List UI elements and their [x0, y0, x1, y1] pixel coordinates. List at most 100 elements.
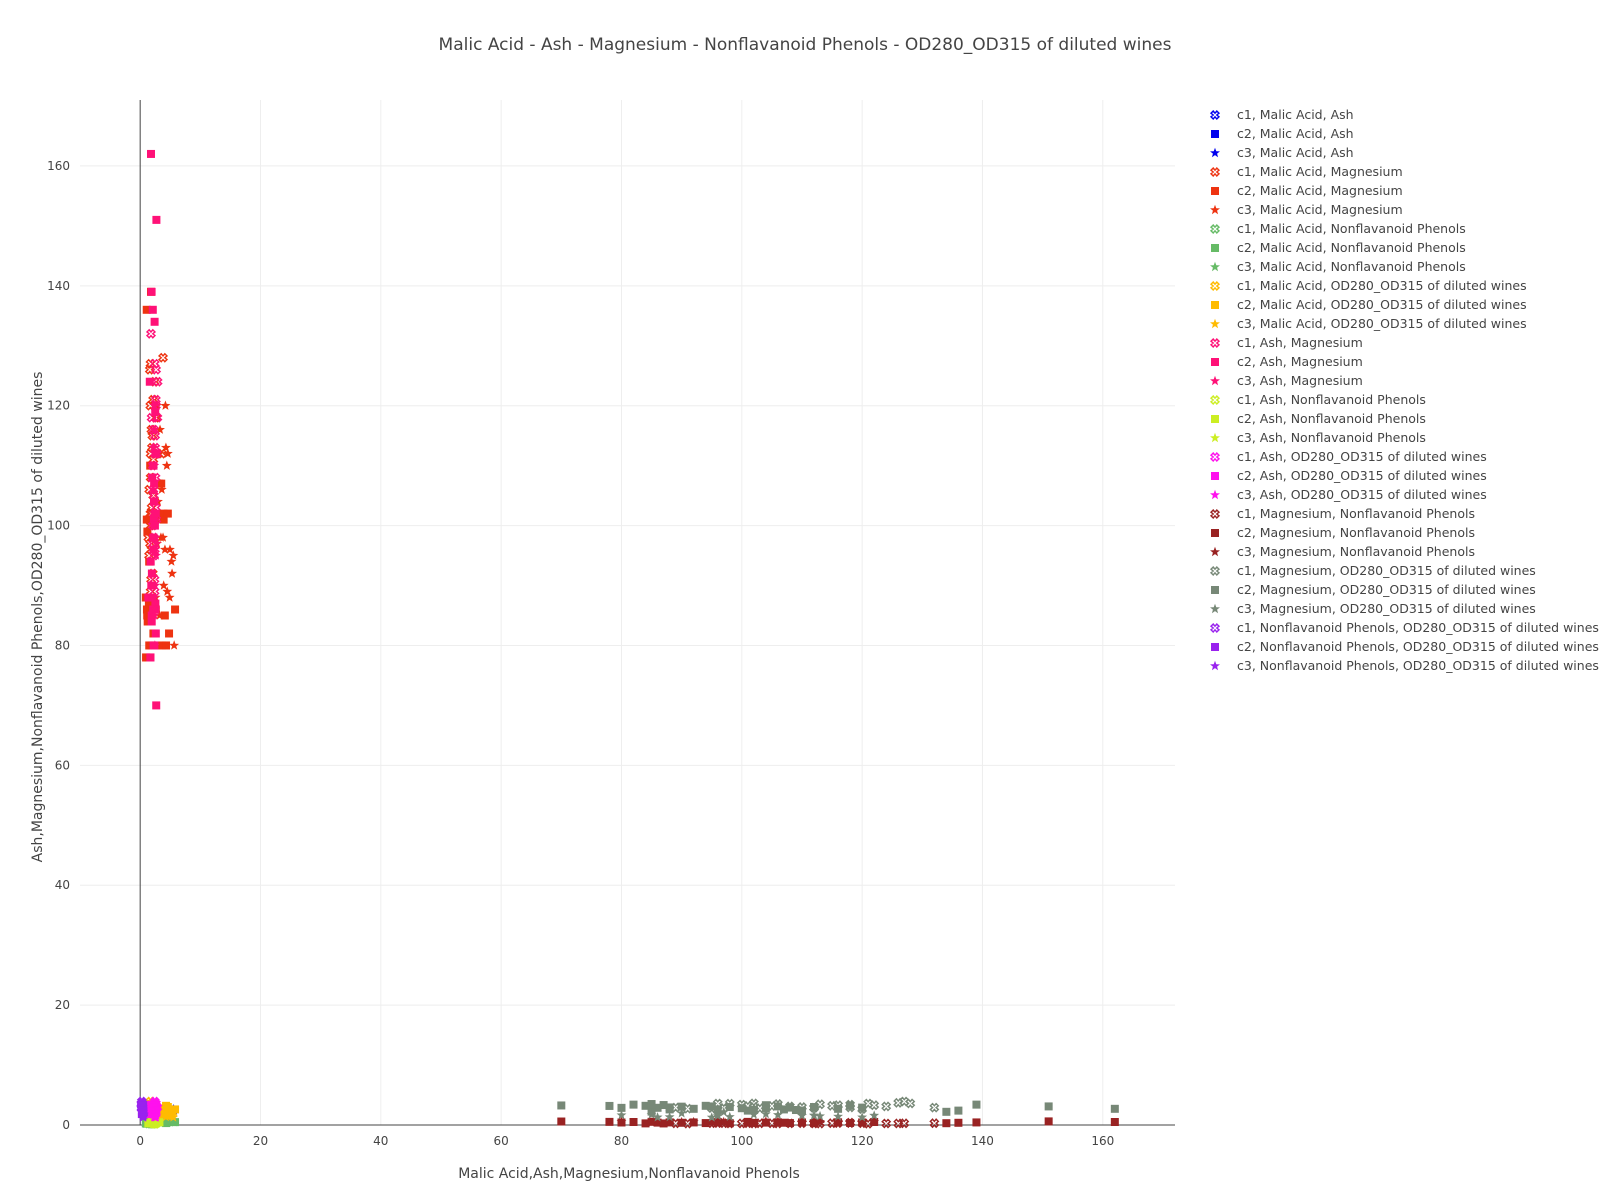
- data-point: [149, 1111, 160, 1122]
- data-point: [954, 1118, 963, 1127]
- data-point: [162, 586, 173, 596]
- legend[interactable]: c1, Malic Acid, Ash c2, Malic Acid, Ash c3…: [1209, 107, 1599, 673]
- legend-item[interactable]: c1, Magnesium, OD280_OD315 of diluted wi…: [1209, 563, 1536, 578]
- data-point: [676, 1116, 687, 1127]
- legend-item[interactable]: c3, Ash, OD280_OD315 of diluted wines: [1210, 487, 1487, 502]
- legend-item[interactable]: c1, Ash, Nonflavanoid Phenols: [1209, 392, 1426, 407]
- data-point: [169, 1116, 180, 1127]
- legend-item[interactable]: c1, Ash, OD280_OD315 of diluted wines: [1209, 449, 1487, 464]
- legend-item[interactable]: c2, Malic Acid, Ash: [1211, 126, 1354, 141]
- legend-item[interactable]: c2, Malic Acid, Magnesium: [1211, 183, 1403, 198]
- data-point: [834, 1104, 843, 1113]
- legend-item[interactable]: c2, Malic Acid, OD280_OD315 of diluted w…: [1211, 297, 1527, 312]
- series-14: [148, 400, 162, 650]
- data-point: [670, 1118, 681, 1129]
- legend-marker: [1210, 261, 1220, 272]
- data-point: [150, 317, 159, 326]
- data-point: [942, 1107, 951, 1116]
- legend-item[interactable]: c3, Ash, Magnesium: [1210, 373, 1363, 388]
- legend-item[interactable]: c2, Ash, Magnesium: [1211, 354, 1363, 369]
- data-point: [682, 1118, 693, 1129]
- data-point: [144, 599, 153, 608]
- data-point: [664, 1111, 675, 1122]
- data-point: [869, 1110, 880, 1120]
- data-point: [162, 448, 173, 458]
- legend-item[interactable]: c3, Malic Acid, Nonflavanoid Phenols: [1210, 259, 1466, 274]
- data-point: [869, 1100, 880, 1111]
- data-point: [142, 305, 151, 314]
- legend-label: c3, Malic Acid, Ash: [1237, 145, 1354, 160]
- legend-item[interactable]: c2, Magnesium, Nonflavanoid Phenols: [1211, 525, 1475, 540]
- legend-label: c1, Ash, OD280_OD315 of diluted wines: [1237, 449, 1487, 464]
- legend-item[interactable]: c1, Malic Acid, Nonflavanoid Phenols: [1209, 221, 1466, 236]
- data-point: [1110, 1104, 1119, 1113]
- x-tick-label: 140: [971, 1134, 994, 1148]
- legend-item[interactable]: c3, Magnesium, Nonflavanoid Phenols: [1210, 544, 1475, 559]
- legend-item[interactable]: c1, Ash, Magnesium: [1209, 335, 1363, 350]
- series-26: [616, 1106, 880, 1122]
- legend-label: c1, Ash, Nonflavanoid Phenols: [1237, 392, 1426, 407]
- data-point: [165, 629, 174, 638]
- legend-marker: [1210, 432, 1220, 443]
- legend-item[interactable]: c3, Magnesium, OD280_OD315 of diluted wi…: [1210, 601, 1536, 616]
- legend-marker: [1210, 318, 1220, 329]
- data-point: [605, 1101, 614, 1110]
- data-point: [652, 1116, 663, 1127]
- data-point: [146, 149, 155, 158]
- data-point: [169, 640, 180, 650]
- data-point: [149, 424, 160, 434]
- data-point: [149, 610, 160, 620]
- data-point: [162, 641, 171, 650]
- legend-item[interactable]: c1, Magnesium, Nonflavanoid Phenols: [1209, 506, 1475, 521]
- legend-item[interactable]: c3, Ash, Nonflavanoid Phenols: [1210, 430, 1426, 445]
- legend-item[interactable]: c3, Malic Acid, Magnesium: [1210, 202, 1403, 217]
- data-point: [150, 394, 161, 405]
- y-tick-label: 0: [62, 1118, 70, 1132]
- data-point: [857, 1116, 868, 1127]
- legend-label: c2, Magnesium, OD280_OD315 of diluted wi…: [1237, 582, 1536, 597]
- data-point: [149, 515, 158, 524]
- data-point: [718, 1116, 729, 1127]
- data-point: [155, 424, 165, 434]
- y-tick-label: 60: [55, 758, 70, 772]
- legend-marker: [1211, 244, 1219, 252]
- data-point: [138, 1110, 149, 1120]
- y-tick-label: 40: [55, 878, 70, 892]
- legend-item[interactable]: c2, Ash, Nonflavanoid Phenols: [1211, 411, 1426, 426]
- data-point: [760, 1116, 771, 1126]
- legend-item[interactable]: c2, Nonflavanoid Phenols, OD280_OD315 of…: [1211, 639, 1599, 654]
- data-point: [161, 460, 172, 470]
- data-point: [688, 1116, 699, 1127]
- legend-item[interactable]: c1, Malic Acid, OD280_OD315 of diluted w…: [1209, 278, 1527, 293]
- data-point: [749, 1118, 758, 1127]
- legend-item[interactable]: c2, Malic Acid, Nonflavanoid Phenols: [1211, 240, 1466, 255]
- data-point: [629, 1118, 638, 1127]
- data-point: [827, 1100, 838, 1111]
- legend-marker: [1210, 489, 1220, 500]
- data-point: [149, 640, 160, 650]
- legend-item[interactable]: c3, Malic Acid, OD280_OD315 of diluted w…: [1210, 316, 1527, 331]
- legend-label: c2, Malic Acid, Nonflavanoid Phenols: [1237, 240, 1466, 255]
- legend-item[interactable]: c2, Magnesium, OD280_OD315 of diluted wi…: [1211, 582, 1536, 597]
- data-point: [156, 484, 167, 494]
- data-point: [157, 479, 166, 488]
- legend-marker: [1210, 147, 1220, 158]
- legend-item[interactable]: c3, Malic Acid, Ash: [1210, 145, 1354, 160]
- legend-item[interactable]: c1, Malic Acid, Magnesium: [1209, 164, 1403, 179]
- legend-item[interactable]: c2, Ash, OD280_OD315 of diluted wines: [1211, 468, 1487, 483]
- legend-label: c3, Malic Acid, OD280_OD315 of diluted w…: [1237, 316, 1527, 331]
- x-tick-label: 160: [1091, 1134, 1114, 1148]
- data-point: [617, 1103, 626, 1112]
- legend-item[interactable]: c3, Nonflavanoid Phenols, OD280_OD315 of…: [1210, 658, 1599, 673]
- legend-item[interactable]: c1, Nonflavanoid Phenols, OD280_OD315 of…: [1209, 620, 1599, 635]
- legend-item[interactable]: c1, Malic Acid, Ash: [1209, 107, 1354, 122]
- y-tick-label: 80: [55, 638, 70, 652]
- legend-marker: [1210, 204, 1220, 215]
- data-point: [160, 544, 170, 554]
- data-point: [712, 1109, 723, 1119]
- plot-area: [136, 149, 1119, 1129]
- data-point: [151, 1116, 162, 1127]
- data-point: [629, 1100, 638, 1109]
- legend-label: c1, Malic Acid, Magnesium: [1237, 164, 1403, 179]
